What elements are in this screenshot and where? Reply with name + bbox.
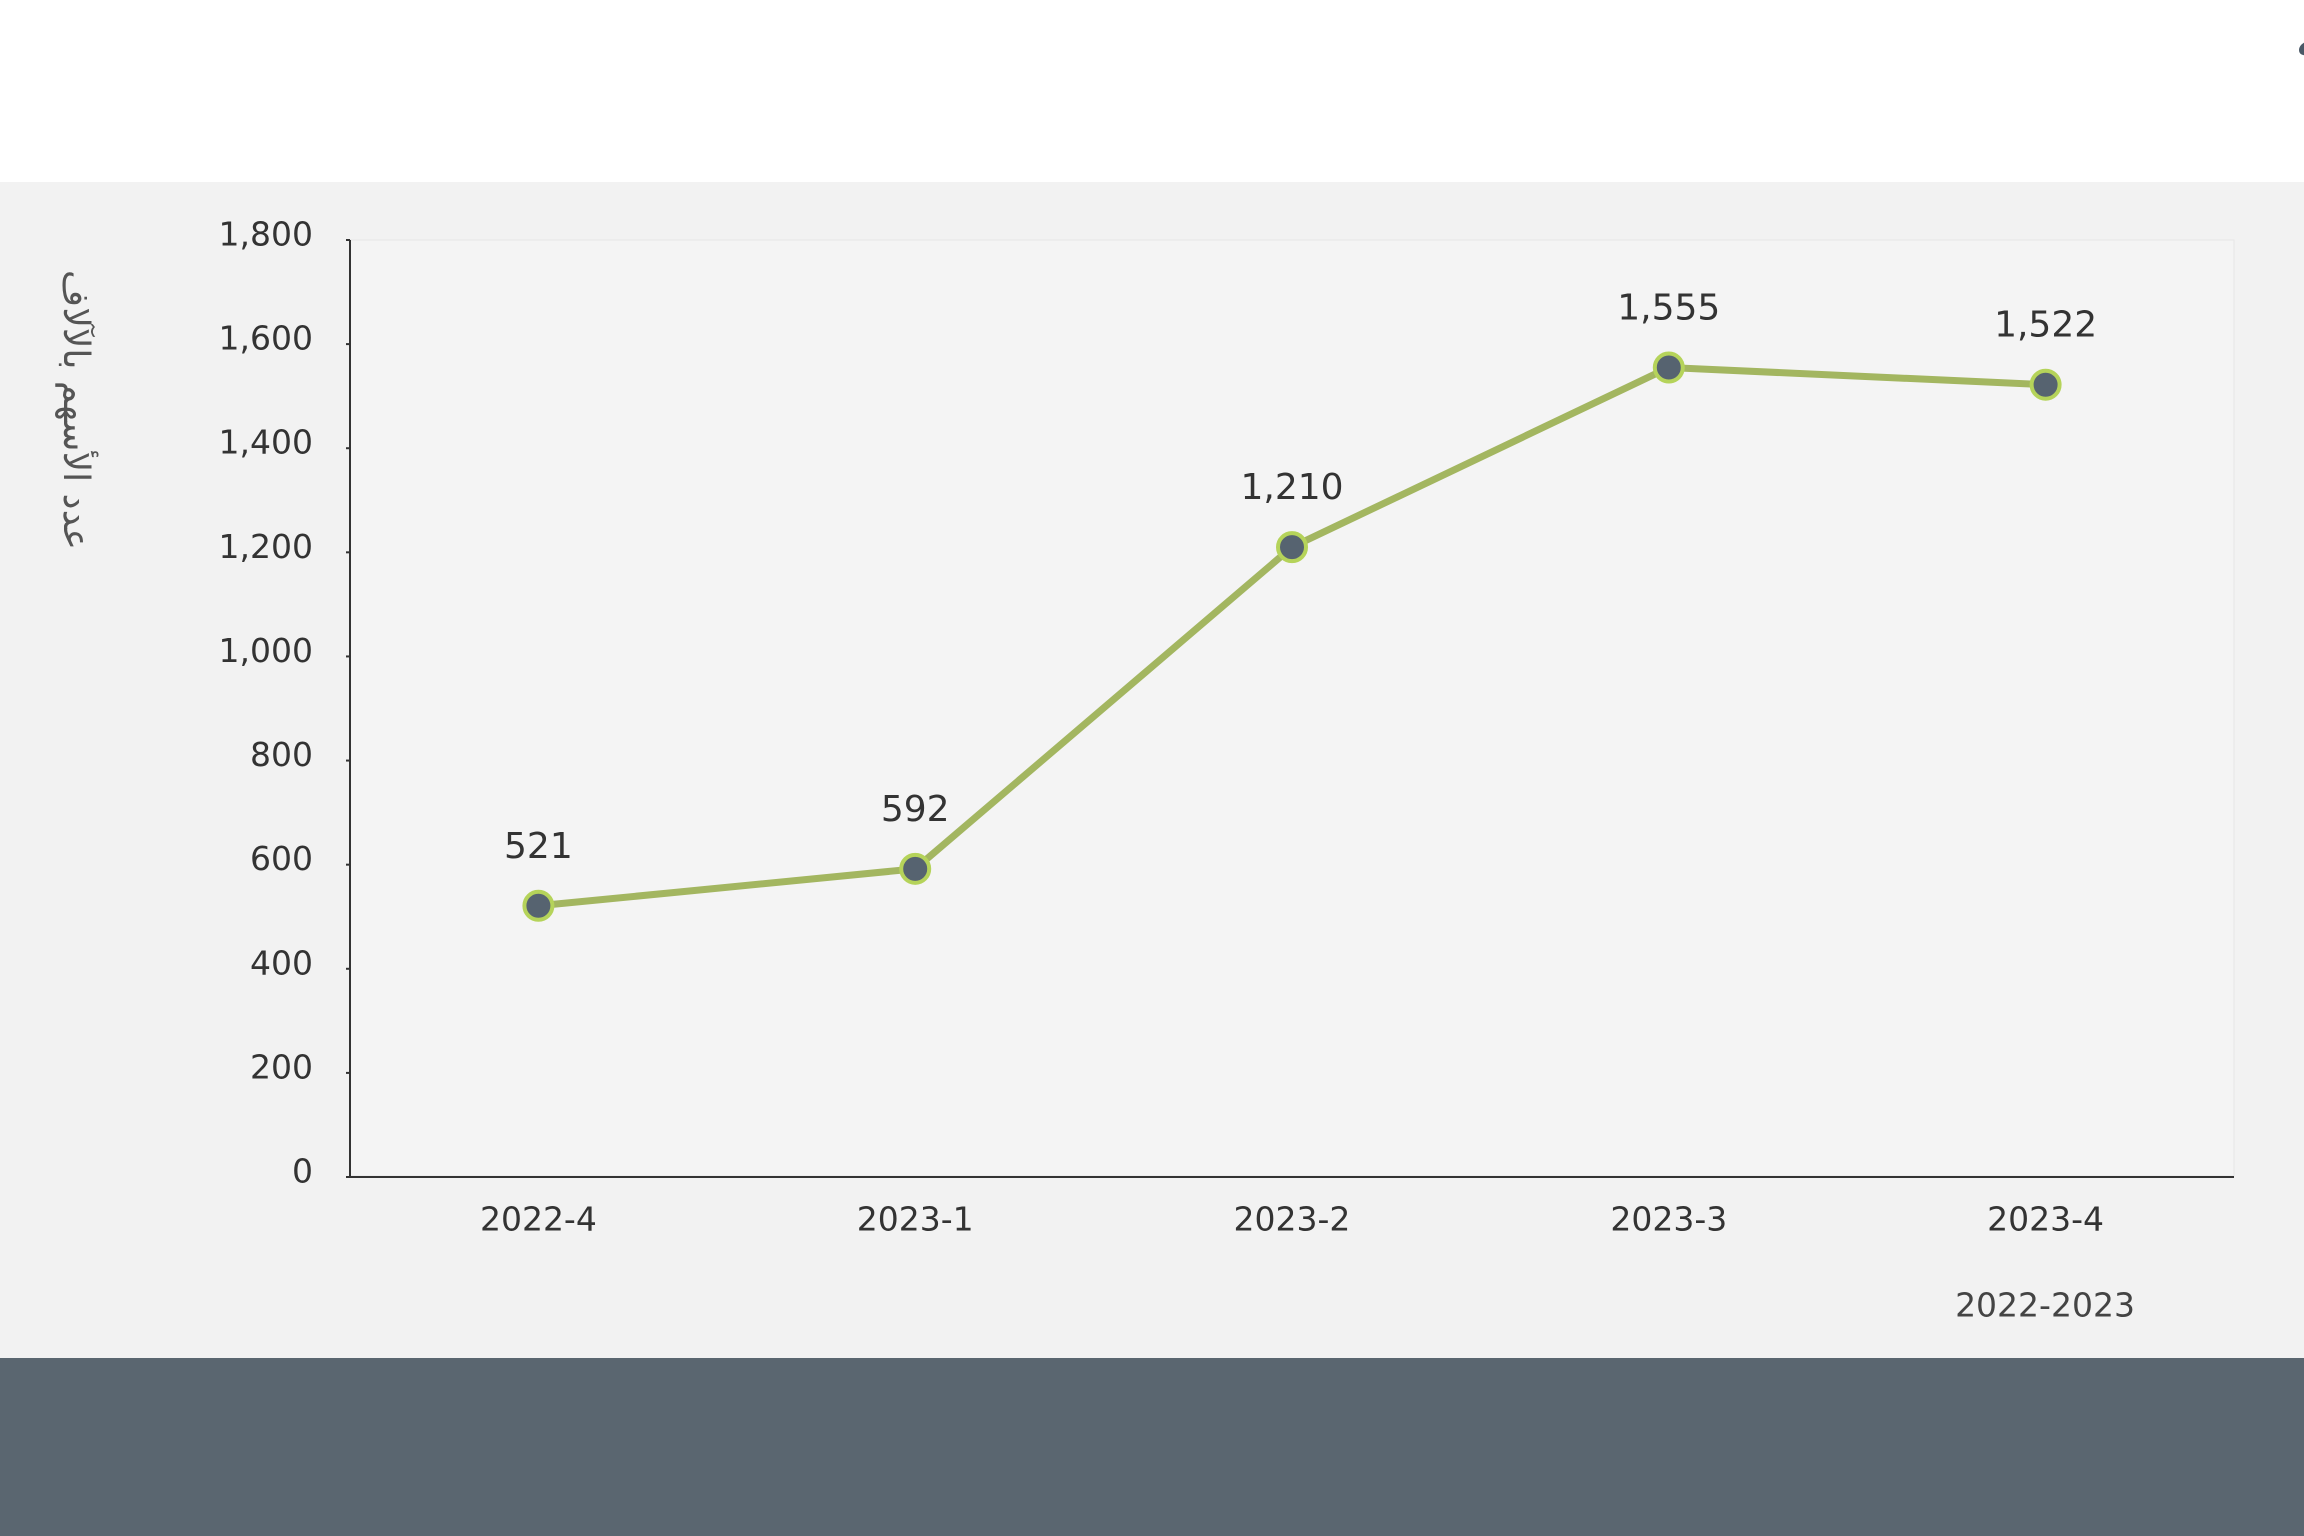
plot-area — [349, 239, 2235, 1177]
y-tick-label: 1,800 — [219, 215, 313, 254]
marker — [899, 852, 932, 885]
marker — [522, 889, 555, 922]
y-tick-label: 1,400 — [219, 423, 313, 462]
y-axis-label: عدد الأسهم بالآلاف — [55, 270, 99, 550]
y-tick-label: 600 — [250, 839, 313, 878]
x-tick-label: 2023-1 — [857, 1200, 974, 1239]
data-label: 1,555 — [1617, 288, 1720, 329]
marker — [1652, 351, 1685, 384]
y-tick-label: 200 — [250, 1047, 313, 1086]
data-label: 521 — [504, 826, 573, 867]
data-label: 1,522 — [1994, 305, 2097, 346]
y-tick-label: 0 — [292, 1152, 313, 1191]
marker — [1276, 531, 1308, 564]
chart-title: التغير في ملكية الصناديق الاستثمارية الخ… — [2296, 14, 2304, 68]
x-tick-label: 2023-3 — [1610, 1200, 1727, 1239]
y-tick-label: 1,000 — [219, 631, 313, 670]
data-label: 592 — [881, 789, 950, 830]
y-tick-label: 800 — [250, 735, 313, 774]
y-tick-label: 1,600 — [219, 319, 313, 358]
x-tick-label: 2022-4 — [480, 1200, 597, 1239]
footer-band — [0, 1358, 2304, 1536]
y-tick-label: 400 — [250, 943, 313, 982]
y-tick-label: 1,200 — [219, 527, 313, 566]
x-tick-label: 2023-4 — [1987, 1200, 2104, 1239]
marker — [2029, 368, 2062, 401]
x-tick-label: 2023-2 — [1234, 1200, 1351, 1239]
x-axis-label: 2022-2023 — [1955, 1286, 2135, 1325]
data-label: 1,210 — [1240, 467, 1343, 508]
